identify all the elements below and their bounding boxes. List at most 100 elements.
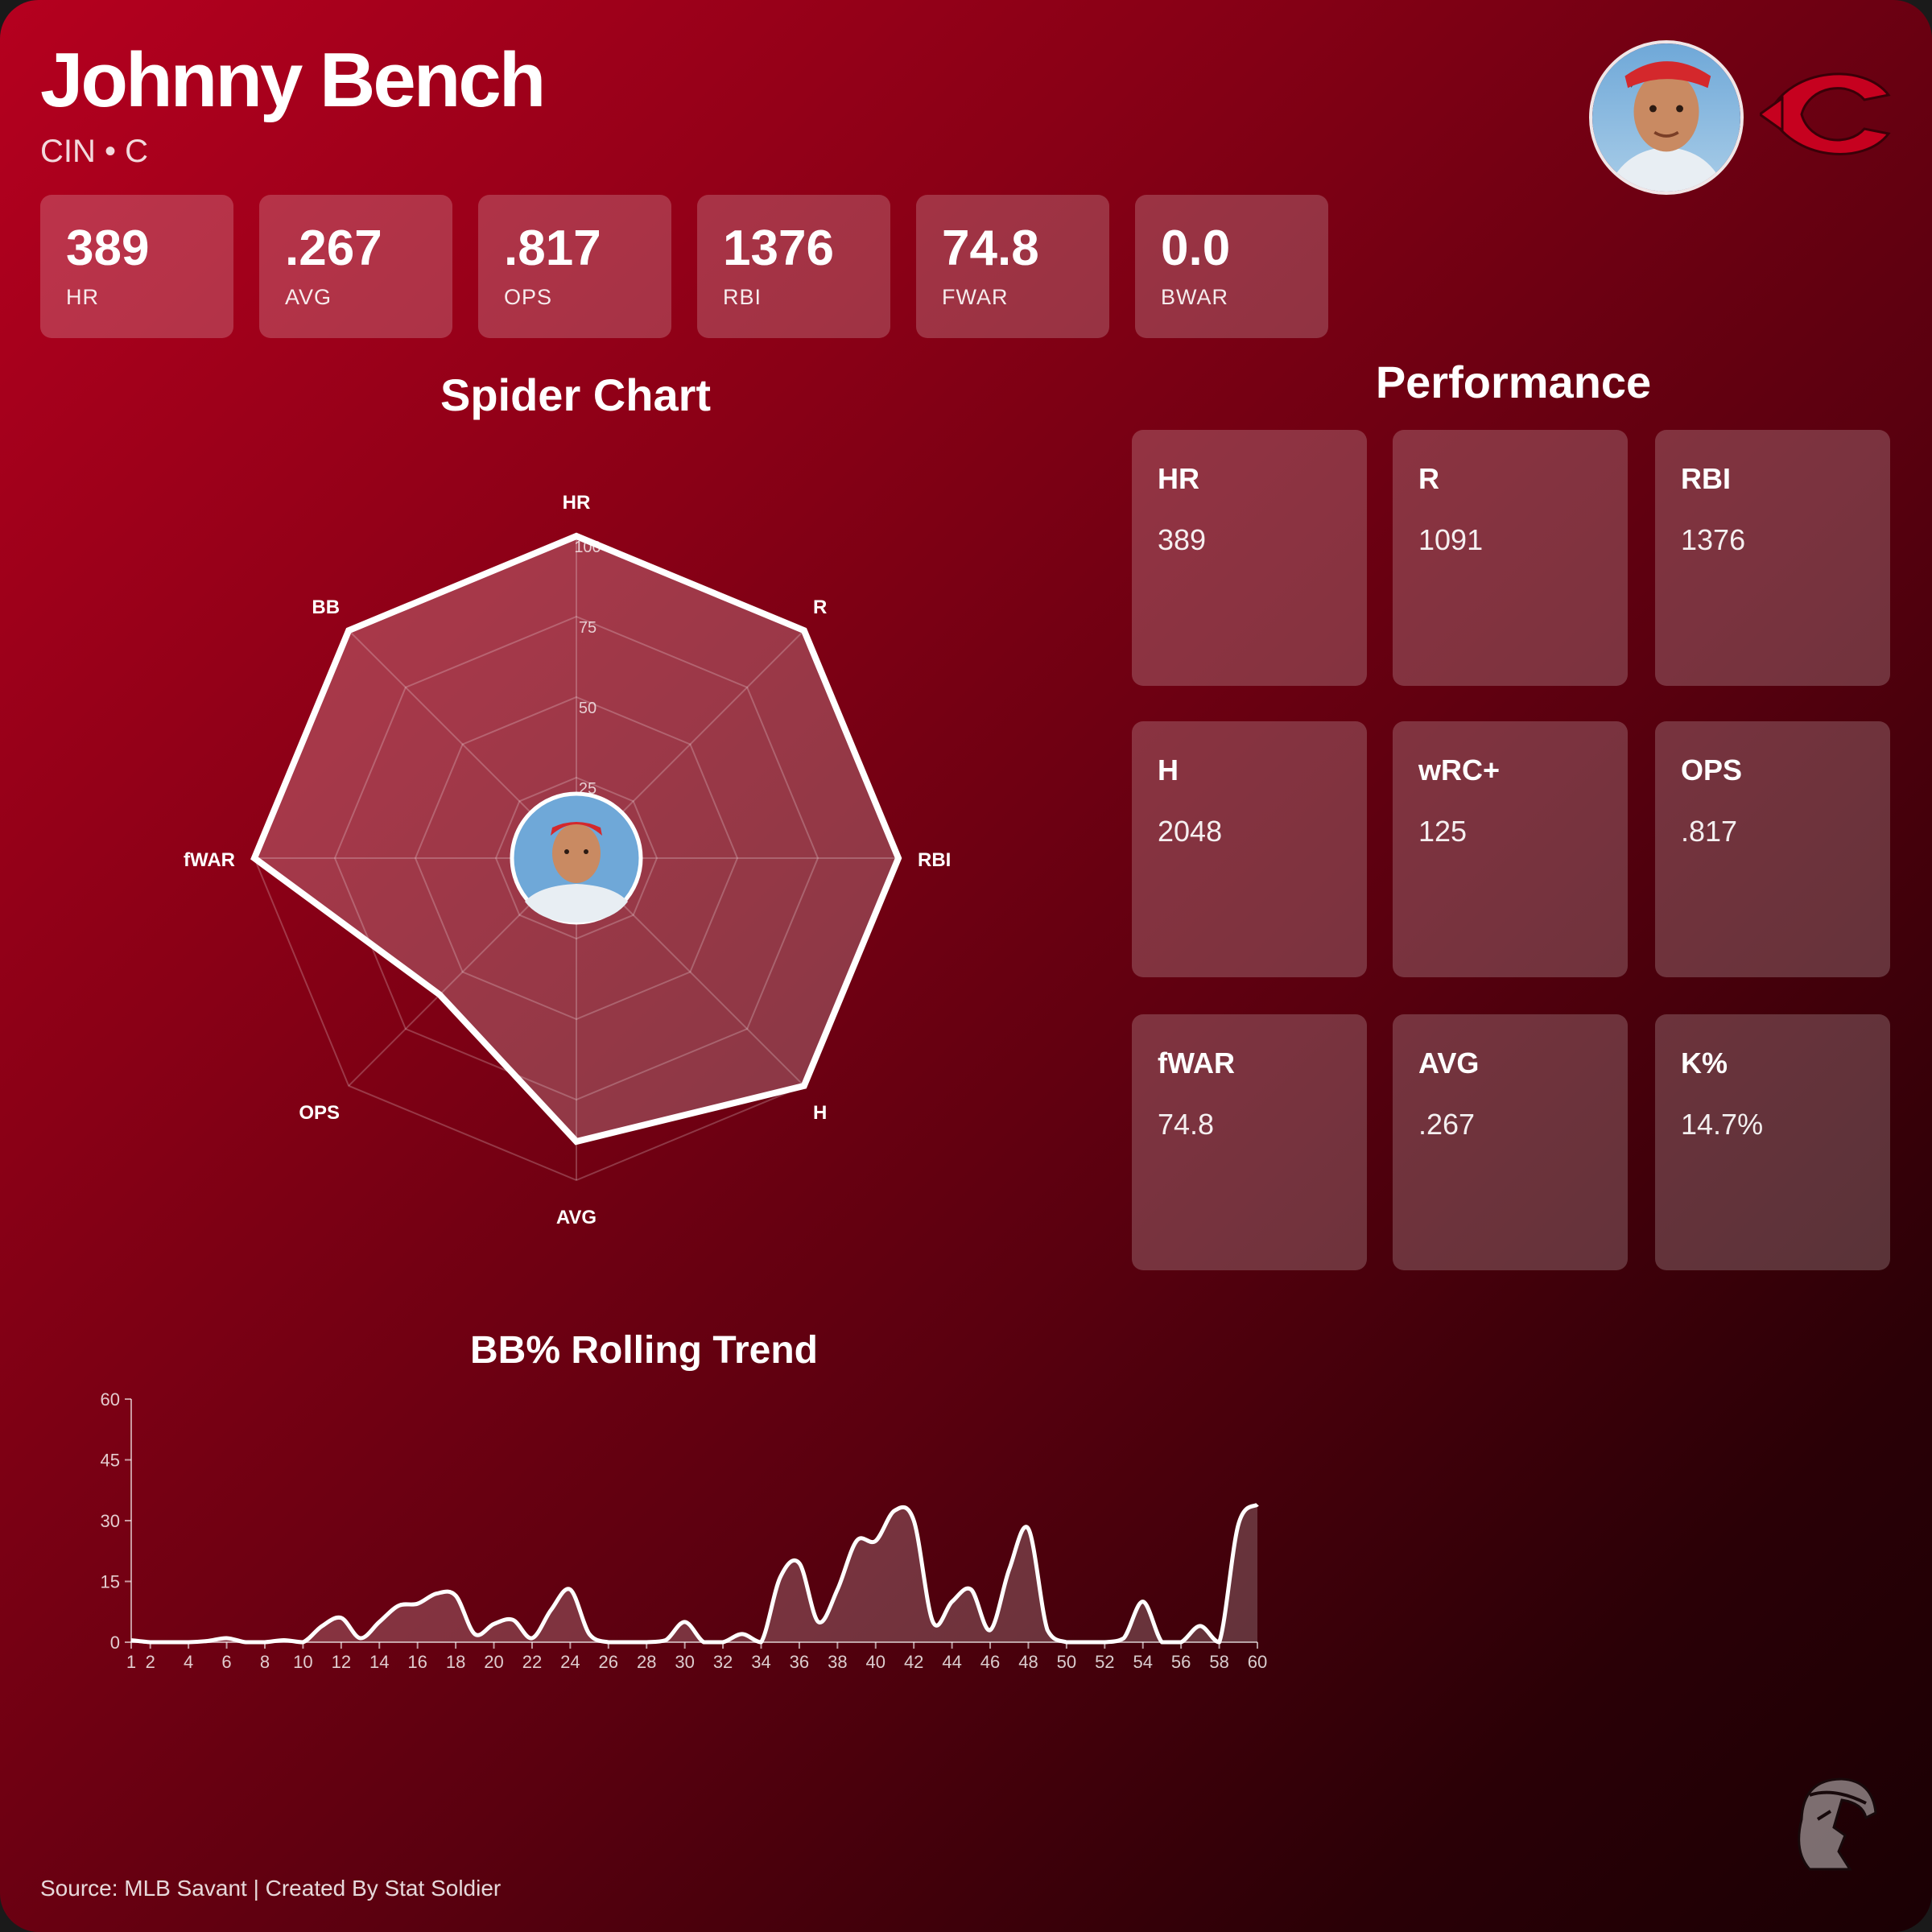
x-tick-label: 52 — [1095, 1652, 1114, 1672]
x-tick-label: 14 — [369, 1652, 389, 1672]
stat-card-rbi: 1376 RBI — [697, 195, 890, 338]
source-footer: Source: MLB Savant | Created By Stat Sol… — [40, 1876, 502, 1901]
perf-value: .817 — [1681, 815, 1738, 848]
stat-value: 74.8 — [942, 221, 1039, 276]
stat-card-ops: .817 OPS — [478, 195, 671, 338]
trend-line — [130, 1502, 1259, 1645]
perf-card-rbi: RBI 1376 — [1655, 430, 1890, 686]
radar-axis-label: RBI — [918, 849, 951, 871]
x-tick-label: 26 — [599, 1652, 618, 1672]
player-avatar — [1589, 40, 1744, 195]
x-tick-label: 18 — [446, 1652, 465, 1672]
perf-card-r: R 1091 — [1393, 430, 1628, 686]
radar-ring — [414, 696, 739, 1021]
radar-axis-label: BB — [312, 597, 340, 618]
perf-label: HR — [1158, 462, 1199, 495]
stat-value: .817 — [504, 221, 601, 276]
x-tick-label: 28 — [637, 1652, 656, 1672]
perf-value: 1376 — [1681, 523, 1746, 556]
y-tick-label: 30 — [101, 1511, 120, 1531]
y-tick-label: 60 — [101, 1389, 120, 1410]
radar-ring — [494, 776, 658, 940]
x-tick-label: 6 — [221, 1652, 231, 1672]
perf-label: OPS — [1681, 753, 1743, 786]
player-name: Johnny Bench — [40, 37, 546, 123]
perf-card-k-pct: K% 14.7% — [1655, 1014, 1890, 1270]
x-tick-label: 48 — [1018, 1652, 1038, 1672]
spider-chart-title: Spider Chart — [440, 369, 712, 420]
x-tick-label: 32 — [713, 1652, 733, 1672]
radar-tick-label: 100 — [574, 539, 601, 556]
x-tick-label: 42 — [904, 1652, 923, 1672]
player-photo-icon — [1592, 43, 1740, 192]
stat-value: 1376 — [723, 221, 834, 276]
x-tick-label: 38 — [828, 1652, 847, 1672]
x-tick-label: 44 — [942, 1652, 961, 1672]
perf-card-hr: HR 389 — [1132, 430, 1367, 686]
x-tick-label: 8 — [260, 1652, 270, 1672]
perf-label: H — [1158, 753, 1179, 786]
trend-area-fill — [131, 1504, 1257, 1642]
perf-value: 389 — [1158, 523, 1207, 556]
radar-ring — [333, 615, 819, 1101]
x-tick-label: 12 — [332, 1652, 351, 1672]
stat-label: RBI — [723, 285, 762, 309]
spider-center-avatar — [510, 791, 643, 925]
perf-value: 1091 — [1418, 523, 1484, 556]
y-tick-label: 15 — [101, 1572, 120, 1592]
x-tick-label: 56 — [1171, 1652, 1191, 1672]
x-tick-label: 30 — [675, 1652, 694, 1672]
perf-value: 125 — [1418, 815, 1468, 848]
stat-value: 389 — [66, 221, 150, 276]
radar-axis-label: OPS — [299, 1102, 340, 1124]
player-team-position: CIN • C — [40, 134, 149, 169]
reds-c-logo-icon — [1757, 63, 1897, 167]
x-tick-label: 16 — [407, 1652, 427, 1672]
x-tick-label: 50 — [1057, 1652, 1076, 1672]
x-tick-label: 46 — [980, 1652, 1000, 1672]
stat-card-avg: .267 AVG — [259, 195, 452, 338]
stat-value: .267 — [285, 221, 382, 276]
perf-card-fwar: fWAR 74.8 — [1132, 1014, 1367, 1270]
x-tick-label: 58 — [1209, 1652, 1228, 1672]
stat-value: 0.0 — [1161, 221, 1231, 276]
y-tick-label: 0 — [110, 1633, 120, 1653]
perf-card-wrc: wRC+ 125 — [1393, 721, 1628, 977]
x-tick-label: 60 — [1248, 1652, 1267, 1672]
stat-card-bwar: 0.0 BWAR — [1135, 195, 1328, 338]
perf-label: R — [1418, 462, 1439, 495]
x-tick-label: 22 — [522, 1652, 542, 1672]
stat-label: BWAR — [1161, 285, 1228, 309]
perf-label: wRC+ — [1418, 753, 1501, 786]
perf-label: K% — [1681, 1046, 1728, 1080]
radar-axis-label: HR — [563, 492, 591, 514]
x-tick-label: 2 — [146, 1652, 155, 1672]
perf-value: 74.8 — [1158, 1108, 1215, 1141]
radar-axis-label: fWAR — [184, 849, 235, 871]
radar-tick-label: 75 — [579, 619, 597, 637]
x-tick-label: 36 — [790, 1652, 809, 1672]
soldier-helmet-logo-icon — [1785, 1771, 1882, 1876]
perf-label: AVG — [1418, 1046, 1480, 1080]
stat-card-fwar: 74.8 FWAR — [916, 195, 1109, 338]
stat-card-hr: 389 HR — [40, 195, 233, 338]
radar-axis-label: R — [813, 597, 827, 618]
x-tick-label: 24 — [560, 1652, 580, 1672]
x-tick-label: 10 — [293, 1652, 312, 1672]
stat-label: AVG — [285, 285, 332, 309]
perf-value: .267 — [1418, 1108, 1476, 1141]
stat-label: HR — [66, 285, 99, 309]
x-tick-label: 54 — [1133, 1652, 1152, 1672]
radar-tick-label: 50 — [579, 700, 597, 717]
perf-value: 14.7% — [1681, 1108, 1764, 1141]
performance-title: Performance — [1375, 357, 1652, 407]
perf-card-avg: AVG .267 — [1393, 1014, 1628, 1270]
y-tick-label: 45 — [101, 1451, 120, 1471]
x-tick-label: 20 — [484, 1652, 503, 1672]
radar-axis-label: AVG — [556, 1207, 597, 1224]
perf-value: 2048 — [1158, 815, 1223, 848]
stat-label: FWAR — [942, 285, 1009, 309]
